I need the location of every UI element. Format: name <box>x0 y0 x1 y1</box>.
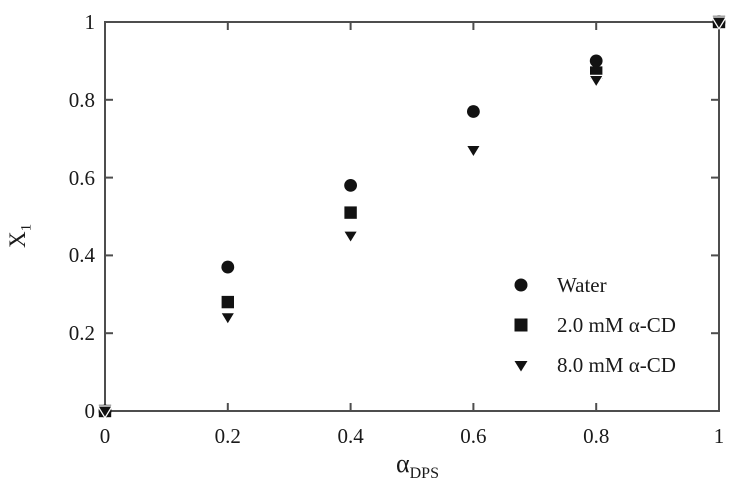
data-point-square <box>221 295 234 309</box>
data-point-circle <box>467 105 480 118</box>
y-tick-label: 0.8 <box>68 87 95 112</box>
legend-item: Water <box>503 265 676 305</box>
x-axis-label-subscript: DPS <box>409 465 439 483</box>
legend-item: 8.0 mM α-CD <box>503 345 676 385</box>
x-tick-label: 0.6 <box>460 424 487 448</box>
triangle-down-marker-icon <box>503 356 539 374</box>
legend-label: 2.0 mM α-CD <box>557 312 676 337</box>
y-tick-label: 0.2 <box>68 321 95 346</box>
legend-label: 8.0 mM α-CD <box>557 352 676 377</box>
x-tick-label: 0 <box>99 424 111 448</box>
data-point-circle <box>589 54 603 68</box>
x-tick-label: 0.2 <box>214 424 241 448</box>
plot-frame <box>104 21 720 412</box>
x-axis-label: αDPS <box>396 449 439 483</box>
data-point-triangle-down <box>96 405 114 420</box>
data-point-square <box>344 206 357 219</box>
y-tick-label: 1 <box>84 10 96 34</box>
x-tick-label: 0.8 <box>583 424 610 448</box>
x-tick-label: 0.4 <box>337 424 364 448</box>
data-point-triangle-down <box>465 144 482 159</box>
y-tick-label: 0 <box>84 399 96 423</box>
y-tick-label: 0.6 <box>68 165 95 190</box>
data-point-circle <box>221 260 235 274</box>
square-marker-icon <box>503 316 539 334</box>
y-axis-label: X1 <box>5 223 35 248</box>
data-point-triangle-down <box>219 311 237 326</box>
circle-marker-icon <box>503 276 539 294</box>
y-axis-label-subscript: 1 <box>18 223 35 232</box>
data-point-triangle-down <box>710 16 728 31</box>
data-point-triangle-down <box>342 230 359 244</box>
legend-label: Water <box>557 272 607 297</box>
data-point-circle <box>344 178 357 192</box>
y-tick-label: 0.4 <box>68 243 95 268</box>
data-point-triangle-down <box>587 74 605 89</box>
x-tick-label: 1 <box>713 424 725 448</box>
plot-area <box>96 15 728 420</box>
legend-item: 2.0 mM α-CD <box>503 305 676 345</box>
legend: Water 2.0 mM α-CD 8.0 mM α-CD <box>503 265 676 385</box>
